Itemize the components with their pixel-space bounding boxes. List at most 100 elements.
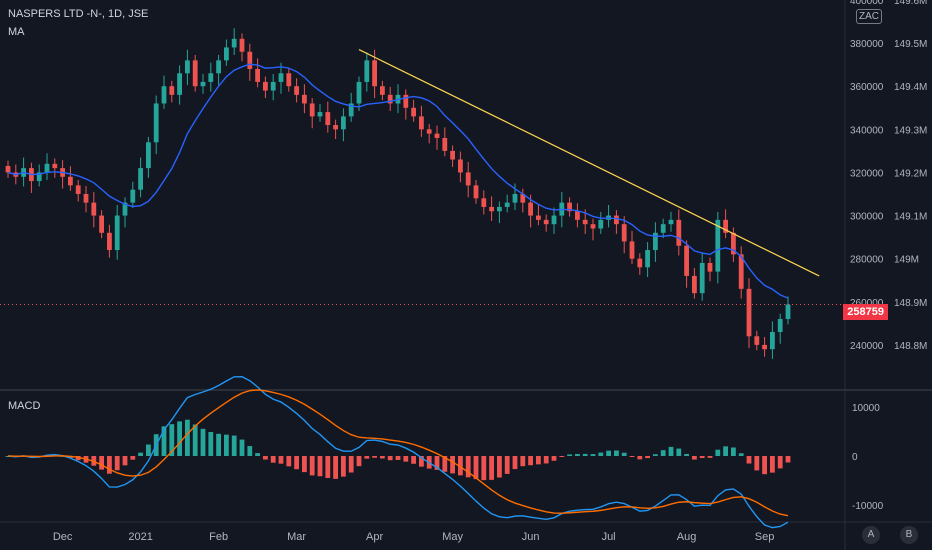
- candle-body: [489, 206, 494, 212]
- candle-body: [426, 129, 432, 134]
- macd-histogram-bar: [473, 456, 479, 480]
- macd-indicator-label[interactable]: MACD: [8, 400, 41, 412]
- macd-histogram-bar: [130, 456, 136, 460]
- candle-body: [387, 94, 393, 104]
- macd-histogram-bar: [224, 434, 229, 456]
- candle-body: [473, 185, 479, 199]
- candle-body: [692, 275, 697, 294]
- candle-body: [146, 142, 151, 169]
- time-axis-label: Mar: [287, 531, 306, 543]
- ma-indicator-label[interactable]: MA: [8, 26, 25, 38]
- price-tick-label: 380000: [850, 39, 884, 50]
- candle-body: [114, 215, 120, 251]
- candle-body: [614, 215, 619, 225]
- time-axis-label: Jun: [522, 531, 540, 543]
- candle-body: [309, 103, 315, 117]
- macd-histogram-bar: [247, 446, 253, 456]
- macd-histogram-bar: [762, 456, 767, 475]
- candle-body: [380, 86, 385, 95]
- macd-histogram-bar: [380, 456, 385, 459]
- macd-histogram-bar: [200, 428, 206, 456]
- candle-body: [590, 224, 596, 229]
- macd-histogram-bar: [286, 456, 292, 467]
- macd-histogram-bar: [536, 456, 541, 465]
- macd-histogram-bar: [575, 453, 580, 456]
- candle-body: [676, 219, 682, 246]
- candle-body: [208, 73, 214, 82]
- candle-body: [192, 60, 198, 87]
- auto-scale-button[interactable]: A: [862, 526, 880, 544]
- macd-histogram-bar: [146, 444, 151, 456]
- candle-body: [777, 319, 783, 332]
- macd-histogram-bar: [356, 456, 362, 467]
- secondary-axis-label: 149.5M: [894, 39, 927, 50]
- macd-histogram-bar: [208, 432, 214, 456]
- secondary-axis-label: 149.6M: [894, 0, 927, 7]
- macd-histogram-bar: [138, 452, 143, 456]
- candle-body: [231, 38, 237, 48]
- macd-histogram-bar: [653, 454, 658, 456]
- candle-body: [333, 125, 338, 130]
- candle-body: [341, 116, 346, 130]
- candle-body: [684, 245, 689, 276]
- candle-body: [465, 172, 471, 186]
- candle-body: [738, 254, 744, 289]
- candle-body: [44, 163, 50, 173]
- macd-histogram-bar: [348, 456, 354, 473]
- candle-body: [348, 103, 354, 117]
- macd-histogram-bar: [731, 447, 736, 456]
- candle-body: [512, 194, 518, 203]
- macd-histogram-bar: [707, 456, 713, 458]
- candle-body: [130, 189, 136, 203]
- macd-histogram-bar: [419, 456, 424, 467]
- macd-histogram-bar: [216, 433, 221, 456]
- macd-histogram-bar: [255, 453, 260, 456]
- candle-body: [660, 224, 666, 233]
- macd-histogram-bar: [754, 456, 760, 471]
- candle-body: [653, 232, 658, 251]
- log-scale-button[interactable]: B: [900, 526, 918, 544]
- macd-histogram-bar: [169, 424, 175, 456]
- candle-body: [668, 219, 674, 225]
- macd-histogram-bar: [559, 456, 565, 457]
- macd-histogram-bar: [497, 456, 502, 478]
- secondary-axis-label: 148.8M: [894, 341, 927, 352]
- candle-body: [551, 215, 557, 225]
- macd-histogram-bar: [278, 456, 284, 464]
- macd-tick-label: 10000: [852, 403, 880, 414]
- candle-body: [536, 215, 541, 220]
- macd-histogram-bar: [387, 456, 393, 461]
- macd-histogram-bar: [270, 456, 276, 463]
- macd-histogram-bar: [668, 446, 674, 456]
- macd-histogram-bar: [341, 456, 346, 477]
- time-axis-label: Aug: [677, 531, 697, 543]
- secondary-axis-label: 149.1M: [894, 212, 927, 223]
- candle-body: [294, 86, 299, 95]
- macd-histogram-bar: [770, 456, 775, 473]
- macd-tick-label: 0: [852, 452, 858, 463]
- candle-body: [645, 250, 650, 268]
- candle-body: [715, 219, 721, 272]
- macd-histogram-bar: [676, 448, 682, 456]
- candle-body: [372, 60, 377, 87]
- macd-histogram-bar: [114, 456, 120, 471]
- macd-histogram-bar: [582, 453, 588, 456]
- price-tick-label: 240000: [850, 341, 884, 352]
- trendline: [358, 49, 820, 277]
- price-tick-label: 280000: [850, 255, 884, 266]
- macd-histogram-bar: [122, 456, 128, 466]
- candle-body: [247, 51, 253, 69]
- price-tick-label: 300000: [850, 212, 884, 223]
- macd-histogram-bar: [458, 456, 463, 476]
- macd-histogram-bar: [317, 456, 323, 477]
- candle-body: [699, 262, 705, 294]
- candle-body: [325, 112, 331, 126]
- candle-body: [278, 73, 284, 82]
- macd-histogram-bar: [411, 456, 416, 464]
- macd-histogram-bar: [777, 456, 783, 469]
- macd-histogram-bar: [403, 456, 409, 462]
- candle-body: [637, 258, 643, 268]
- candle-body: [185, 60, 190, 74]
- candle-body: [754, 336, 760, 345]
